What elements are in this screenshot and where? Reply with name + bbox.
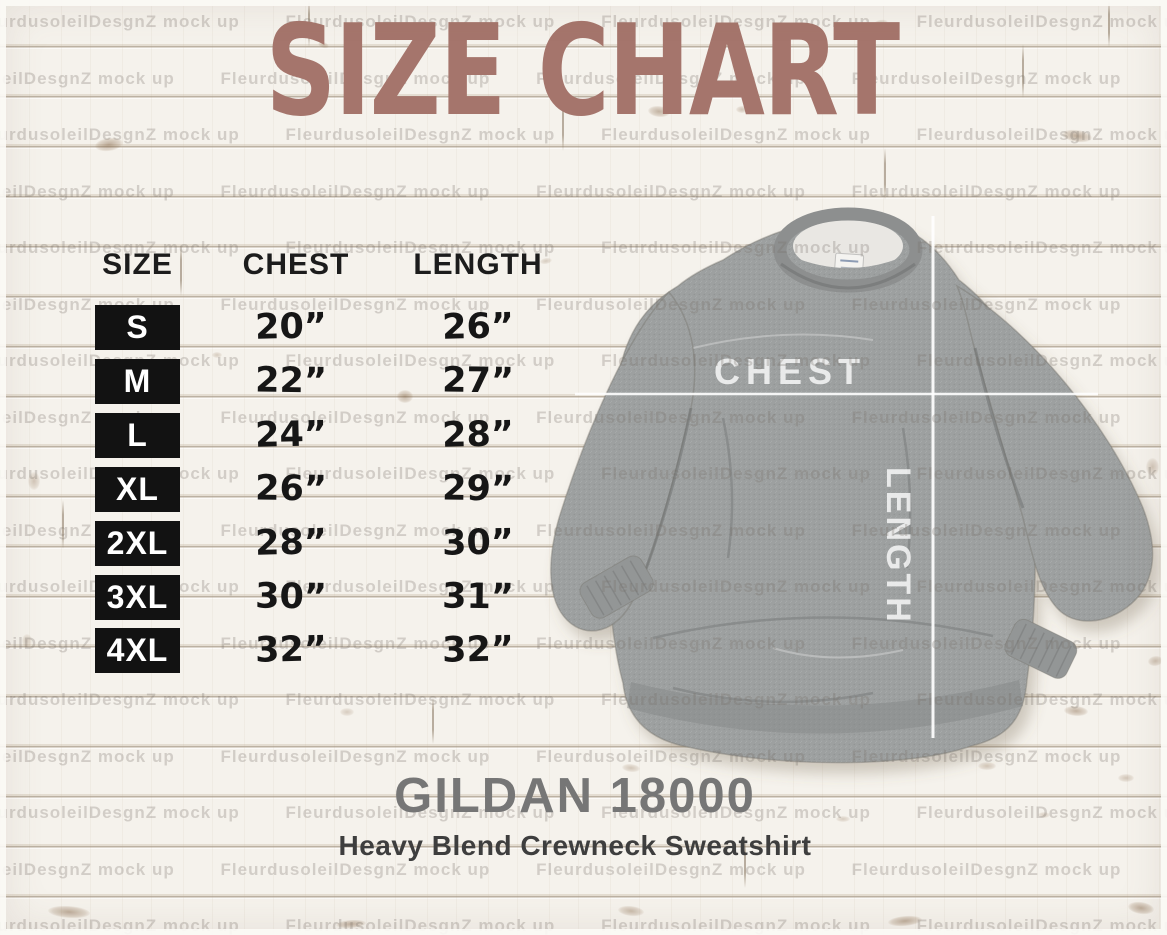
wood-knot (887, 914, 923, 928)
length-value: 29” (441, 468, 515, 510)
wood-knot (978, 762, 996, 770)
sweatshirt-right-sleeve (955, 284, 1154, 679)
length-value: 31” (441, 576, 515, 617)
wood-knot (836, 816, 850, 822)
chest-value: 30” (254, 576, 328, 617)
size-table: SIZE CHEST LENGTH S 20” 26” M 22” 27” L 24” 28” X… (95, 248, 565, 688)
plank-seam (432, 696, 434, 744)
chest-value: 28” (254, 521, 328, 564)
length-value: 32” (441, 629, 515, 672)
size-row-M: M 22” 27” (95, 358, 565, 404)
wood-knot (1146, 458, 1159, 476)
size-table-header: SIZE CHEST LENGTH (95, 248, 565, 288)
length-value: 26” (441, 306, 515, 348)
right-cuff (1004, 618, 1078, 679)
size-badge: XL (95, 466, 180, 512)
plank-seam (62, 500, 64, 549)
size-row-L: L 24” 28” (95, 412, 565, 458)
sweatshirt-collar (773, 207, 923, 293)
plank-seam (884, 148, 886, 200)
chest-value: 24” (254, 414, 328, 456)
size-row-S: S 20” 26” (95, 305, 565, 350)
sweatshirt-left-sleeve (550, 290, 696, 632)
length-value: 27” (441, 360, 515, 402)
wood-knot (47, 904, 91, 920)
page-title: SIZE CHART (265, 0, 900, 144)
plank-seam (308, 0, 310, 47)
plank-seam (180, 244, 182, 296)
plank-seam (744, 838, 746, 888)
sweatshirt-body (607, 215, 1036, 764)
size-badge: 3XL (95, 574, 180, 620)
length-measure-label: LENGTH (879, 467, 917, 625)
wood-knot (212, 352, 222, 358)
sweatshirt-photo: CHEST LENGTH (550, 207, 1160, 774)
product-name: Heavy Blend Crewneck Sweatshirt (338, 830, 812, 861)
chest-value: 32” (254, 629, 328, 672)
plank-seam (562, 98, 564, 151)
wood-knot (1061, 127, 1093, 145)
header-size: SIZE (102, 248, 173, 281)
watermark-text: FleurdusoleilDesgnZ mock up Fleurdusolei… (0, 916, 1167, 935)
size-row-4XL: 4XL 32” 32” (95, 628, 565, 674)
wood-knot (397, 390, 413, 403)
size-row-3XL: 3XL 30” 31” (95, 574, 565, 620)
wood-knot (1127, 900, 1155, 916)
header-length: LENGTH (413, 248, 543, 281)
size-row-XL: XL 26” 29” (95, 466, 565, 512)
wood-knot (22, 634, 32, 648)
product-info: GILDAN 18000 Heavy Blend Crewneck Sweats… (225, 768, 925, 862)
size-badge: L (95, 412, 180, 458)
wood-knot (1038, 812, 1050, 818)
wood-knot (617, 904, 645, 918)
chest-value: 22” (254, 360, 328, 402)
wood-knot (340, 708, 354, 716)
chest-measure-label: CHEST (714, 351, 866, 392)
size-row-2XL: 2XL 28” 30” (95, 520, 565, 566)
watermark-text: FleurdusoleilDesgnZ mock up Fleurdusolei… (0, 859, 1167, 879)
size-badge: 4XL (95, 628, 180, 674)
chest-value: 26” (254, 468, 328, 510)
product-model: GILDAN 18000 (394, 769, 756, 823)
size-badge: M (95, 358, 180, 404)
size-badge: S (95, 305, 180, 350)
header-chest: CHEST (242, 248, 350, 281)
wood-knot (1118, 774, 1134, 782)
plank-seam (1108, 0, 1110, 47)
wood-knot (736, 106, 748, 113)
left-cuff (579, 555, 654, 619)
length-value: 30” (441, 521, 515, 564)
plank-seam (1022, 44, 1024, 98)
wood-knot (28, 472, 40, 490)
length-value: 28” (441, 414, 515, 456)
wood-knot (335, 918, 367, 930)
size-badge: 2XL (95, 520, 180, 566)
chest-value: 20” (254, 306, 328, 348)
wood-knot (94, 136, 124, 153)
